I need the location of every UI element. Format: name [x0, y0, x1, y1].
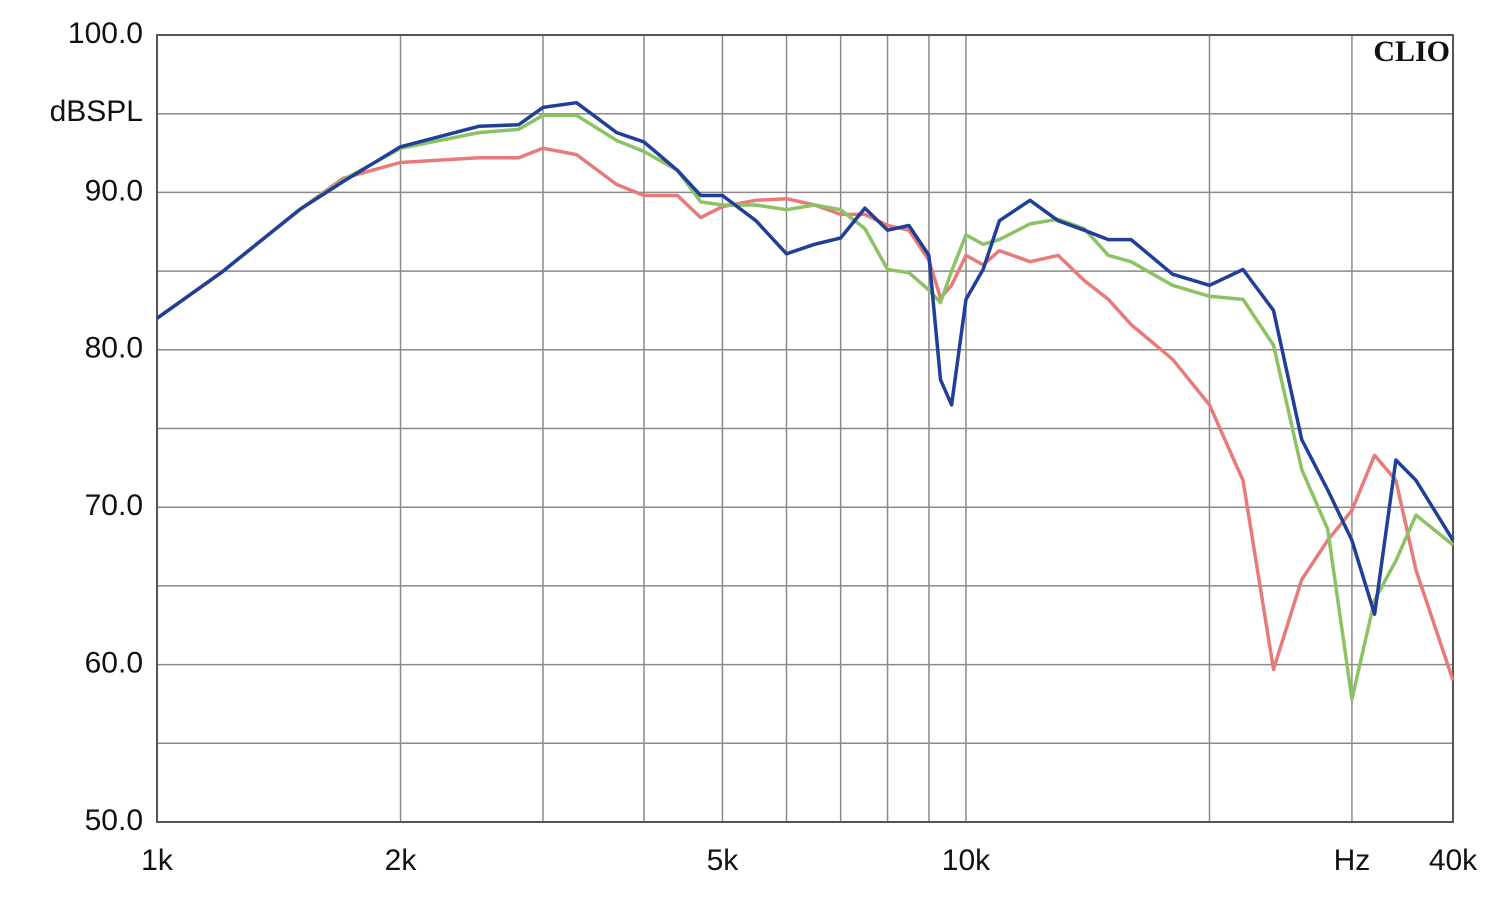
y-axis-label: dBSPL	[50, 95, 143, 128]
series-line	[155, 113, 1455, 701]
series-line	[155, 100, 1455, 616]
y-tick-label: 60.0	[85, 647, 143, 680]
annotation: CLIO	[1373, 35, 1450, 68]
x-tick-label: 2k	[385, 844, 418, 877]
y-tick-label: 70.0	[85, 489, 143, 522]
y-tick-label: 90.0	[85, 174, 143, 207]
plot-frame	[156, 34, 1454, 823]
x-tick-label: 40k	[1429, 844, 1478, 877]
y-tick-label: 80.0	[85, 332, 143, 365]
y-tick-label: 100.0	[68, 17, 143, 50]
x-tick-label: 1k	[141, 844, 174, 877]
x-tick-label: Hz	[1334, 844, 1371, 877]
x-tick-label: 10k	[942, 844, 991, 877]
series-line	[155, 146, 1455, 681]
y-tick-label: 50.0	[85, 804, 143, 837]
x-tick-label: 5k	[707, 844, 740, 877]
